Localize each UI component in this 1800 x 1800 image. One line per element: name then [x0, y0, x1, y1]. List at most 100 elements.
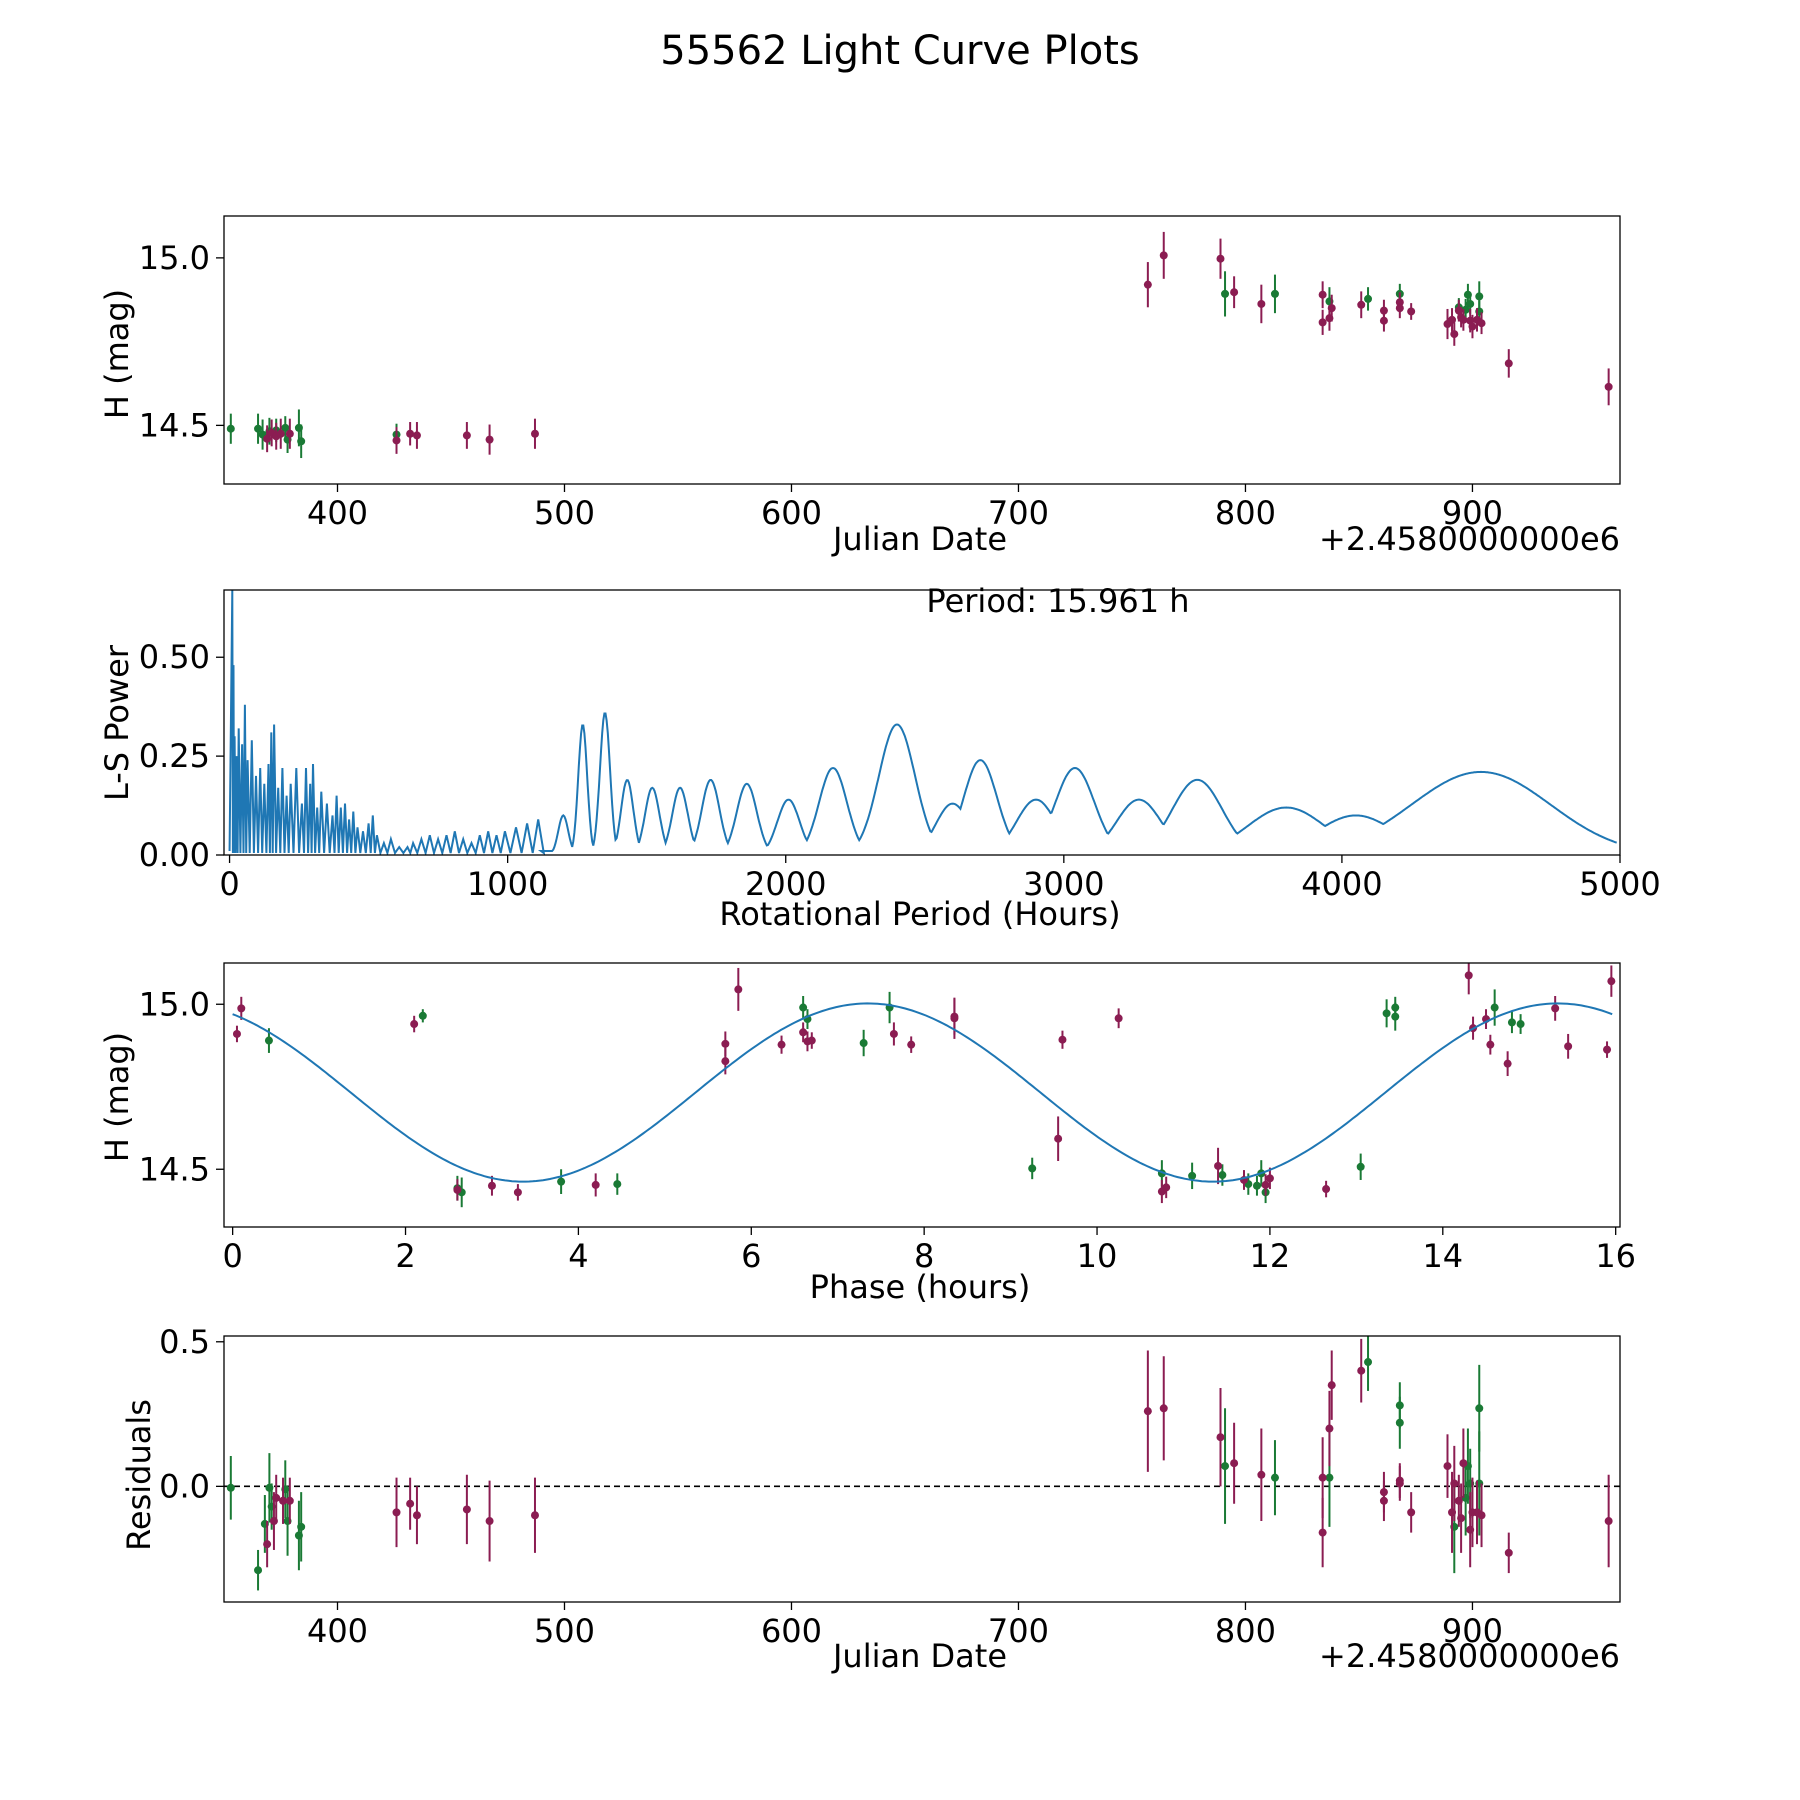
green-data-point: [418, 1011, 427, 1020]
x-tick-label: 900: [1442, 1612, 1503, 1650]
x-tick-label: 0: [219, 865, 239, 903]
x-tick-label: 400: [307, 1612, 368, 1650]
x-tick-label: 600: [761, 1612, 822, 1650]
green-data-point: [297, 1522, 306, 1531]
periodogram-axes-frame: [223, 589, 1621, 856]
magenta-data-point: [485, 435, 494, 444]
x-tick-label: 500: [534, 494, 595, 532]
x-tick-label: 800: [1215, 494, 1276, 532]
magenta-data-point: [1159, 1404, 1168, 1413]
magenta-data-point: [1504, 1548, 1513, 1557]
phased-plot-area: [232, 963, 1616, 1208]
magenta-data-point: [462, 1505, 471, 1514]
lightcurve-axes-frame: [223, 215, 1621, 485]
x-tick-label: 700: [988, 1612, 1049, 1650]
x-tick-label: 4000: [1301, 865, 1382, 903]
x-tick-label: 600: [761, 494, 822, 532]
magenta-data-point: [1379, 1496, 1388, 1505]
magenta-data-point: [1318, 290, 1327, 299]
x-tick-label: 8: [914, 1237, 934, 1275]
x-tick-label: 1000: [467, 865, 548, 903]
magenta-data-point: [485, 1517, 494, 1526]
magenta-data-point: [1322, 1185, 1331, 1194]
green-data-point: [226, 424, 235, 433]
magenta-data-point: [279, 1496, 288, 1505]
green-data-point: [613, 1180, 622, 1189]
magenta-data-point: [530, 1511, 539, 1520]
y-tick-label: 0.00: [139, 836, 210, 874]
x-tick-label: 900: [1442, 494, 1503, 532]
x-tick-label: 2: [395, 1237, 415, 1275]
magenta-data-point: [1216, 1433, 1225, 1442]
magenta-data-point: [1486, 1040, 1495, 1049]
magenta-data-point: [263, 1540, 272, 1549]
periodogram-xlabel: Rotational Period (Hours): [719, 895, 1120, 933]
magenta-data-point: [406, 1499, 415, 1508]
magenta-data-point: [1318, 1473, 1327, 1482]
x-tick-label: 16: [1595, 1237, 1636, 1275]
magenta-data-point: [1318, 318, 1327, 327]
lightcurve-xlabel: Julian Date: [831, 520, 1007, 558]
magenta-data-point: [1503, 1059, 1512, 1068]
figure-title: 55562 Light Curve Plots: [660, 28, 1139, 74]
phased-xlabel: Phase (hours): [810, 1268, 1031, 1306]
y-tick-label: 0.50: [139, 638, 210, 676]
periodogram-panel: Rotational Period (Hours) L-S Power Peri…: [98, 582, 1661, 933]
magenta-data-point: [1257, 1470, 1266, 1479]
y-tick-label: 0.0: [159, 1467, 210, 1505]
periodogram-line: [228, 590, 1617, 855]
magenta-data-point: [232, 1029, 241, 1038]
x-tick-label: 12: [1250, 1237, 1291, 1275]
magenta-data-point: [1327, 304, 1336, 313]
green-data-point: [1270, 289, 1279, 298]
magenta-data-point: [1407, 1508, 1416, 1517]
y-tick-label: 0.5: [159, 1323, 210, 1361]
magenta-data-point: [487, 1181, 496, 1190]
green-data-point: [1356, 1162, 1365, 1171]
magenta-data-point: [591, 1180, 600, 1189]
green-data-point: [1516, 1020, 1525, 1029]
green-data-point: [1507, 1018, 1516, 1027]
green-data-point: [254, 1566, 263, 1575]
magenta-data-point: [1395, 304, 1404, 313]
green-data-point: [1364, 294, 1373, 303]
magenta-data-point: [1230, 1459, 1239, 1468]
residuals-plot-area: [224, 1336, 1620, 1591]
magenta-data-point: [1603, 1045, 1612, 1054]
magenta-data-point: [406, 429, 415, 438]
x-tick-label: 400: [307, 494, 368, 532]
magenta-data-point: [1450, 330, 1459, 339]
green-data-point: [264, 1036, 273, 1045]
residuals-ylabel: Residuals: [120, 1399, 158, 1551]
green-data-point: [1466, 299, 1475, 308]
y-tick-label: 15.0: [139, 985, 210, 1023]
x-tick-label: 10: [1077, 1237, 1118, 1275]
residuals-axes-frame: [223, 1335, 1621, 1603]
x-tick-label: 5000: [1579, 865, 1660, 903]
magenta-data-point: [1257, 299, 1266, 308]
lightcurve-panel: Julian Date H (mag) +2.4580000000e6 400 5…: [98, 215, 1621, 558]
magenta-data-point: [1230, 288, 1239, 297]
lightcurve-plot-area: [226, 231, 1613, 459]
magenta-data-point: [1325, 1424, 1334, 1433]
x-tick-label: 6: [741, 1237, 761, 1275]
residuals-panel: Julian Date Residuals +2.4580000000e6 40…: [120, 1323, 1621, 1675]
magenta-data-point: [1459, 315, 1468, 324]
magenta-data-point: [412, 431, 421, 440]
periodogram-ylabel: L-S Power: [98, 644, 136, 801]
magenta-data-point: [276, 429, 285, 438]
magenta-data-point: [777, 1040, 786, 1049]
y-tick-label: 14.5: [139, 1150, 210, 1188]
magenta-data-point: [1162, 1183, 1171, 1192]
x-tick-label: 500: [534, 1612, 595, 1650]
magenta-data-point: [1468, 322, 1477, 331]
magenta-data-point: [272, 1493, 281, 1502]
magenta-data-point: [530, 429, 539, 438]
green-data-point: [1364, 1358, 1373, 1367]
magenta-data-point: [799, 1028, 808, 1037]
green-data-point: [557, 1177, 566, 1186]
magenta-data-point: [1214, 1161, 1223, 1170]
green-data-point: [1475, 1404, 1484, 1413]
magenta-data-point: [410, 1020, 419, 1029]
magenta-data-point: [1058, 1035, 1067, 1044]
